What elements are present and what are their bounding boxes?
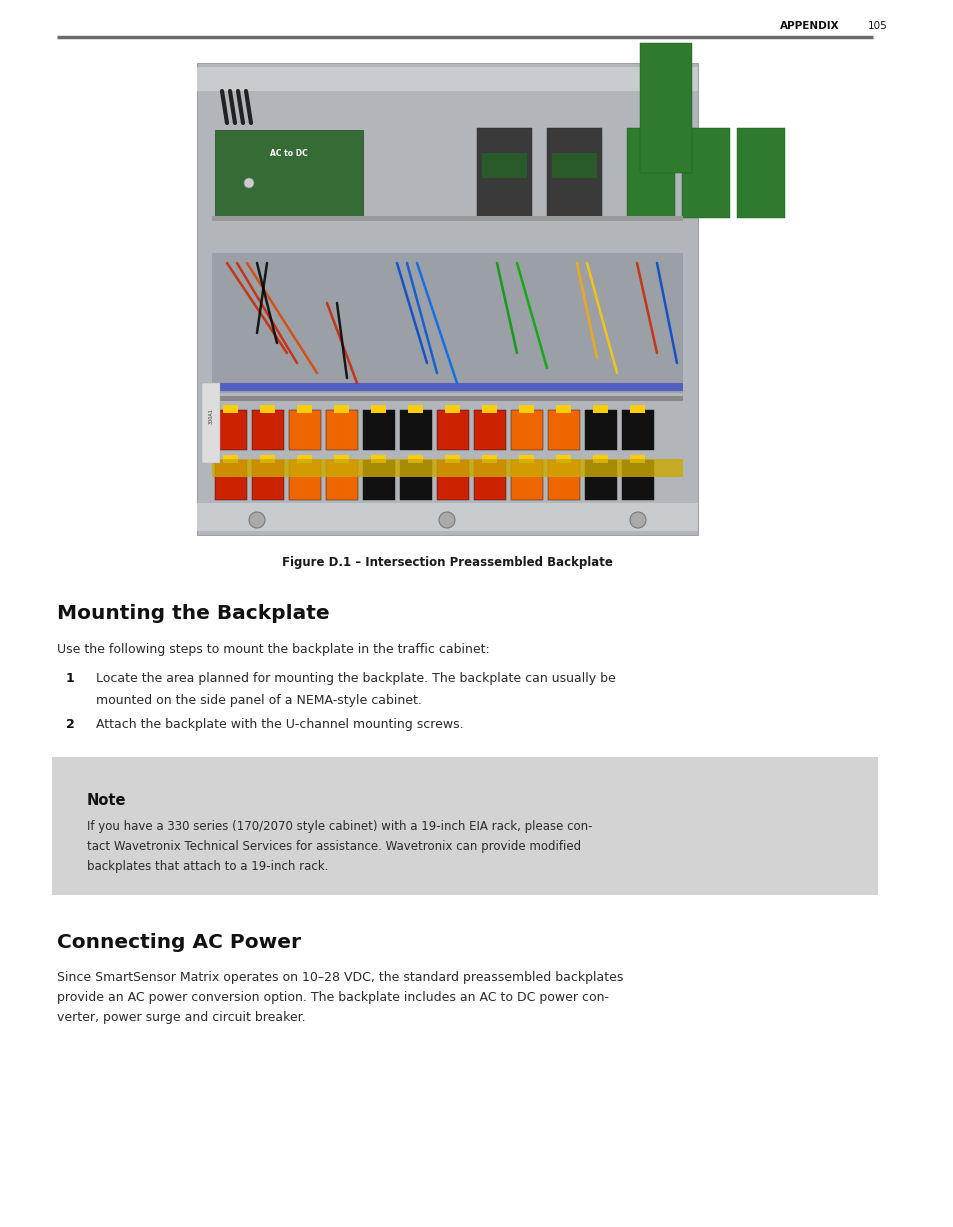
Bar bbox=[481, 455, 497, 463]
Bar bbox=[436, 460, 469, 499]
Bar bbox=[212, 216, 682, 221]
Text: backplates that attach to a 19-inch rack.: backplates that attach to a 19-inch rack… bbox=[87, 860, 328, 872]
Bar bbox=[371, 455, 386, 463]
Bar bbox=[621, 410, 654, 450]
Bar bbox=[474, 410, 505, 450]
Bar bbox=[511, 460, 542, 499]
Circle shape bbox=[629, 512, 645, 528]
Bar bbox=[556, 455, 571, 463]
Text: tact Wavetronix Technical Services for assistance. Wavetronix can provide modifi: tact Wavetronix Technical Services for a… bbox=[87, 840, 580, 853]
Text: provide an AC power conversion option. The backplate includes an AC to DC power : provide an AC power conversion option. T… bbox=[57, 991, 608, 1004]
Circle shape bbox=[438, 512, 455, 528]
Bar bbox=[212, 396, 682, 401]
Bar bbox=[518, 455, 534, 463]
Text: Since SmartSensor Matrix operates on 10–28 VDC, the standard preassembled backpl: Since SmartSensor Matrix operates on 10–… bbox=[57, 971, 622, 984]
Bar bbox=[584, 460, 617, 499]
Bar bbox=[214, 130, 363, 218]
Bar bbox=[408, 405, 422, 413]
Bar bbox=[474, 460, 505, 499]
Bar bbox=[363, 410, 395, 450]
Text: APPENDIX: APPENDIX bbox=[780, 21, 840, 31]
Bar bbox=[326, 410, 357, 450]
Bar bbox=[626, 128, 675, 218]
Bar bbox=[481, 405, 497, 413]
Bar bbox=[260, 405, 274, 413]
Circle shape bbox=[249, 512, 265, 528]
Bar bbox=[52, 757, 877, 894]
Bar bbox=[408, 455, 422, 463]
Bar bbox=[629, 455, 644, 463]
Bar bbox=[252, 460, 284, 499]
Bar bbox=[212, 253, 682, 393]
Bar bbox=[593, 455, 607, 463]
Bar bbox=[584, 410, 617, 450]
Bar bbox=[212, 459, 682, 477]
Bar bbox=[196, 63, 698, 535]
Bar bbox=[547, 410, 579, 450]
Bar bbox=[621, 460, 654, 499]
Bar bbox=[371, 405, 386, 413]
Bar bbox=[444, 455, 459, 463]
Bar bbox=[252, 410, 284, 450]
Text: Figure D.1 – Intersection Preassembled Backplate: Figure D.1 – Intersection Preassembled B… bbox=[281, 556, 612, 569]
Bar bbox=[212, 383, 682, 391]
Text: AC to DC: AC to DC bbox=[270, 148, 308, 157]
Text: Mounting the Backplate: Mounting the Backplate bbox=[57, 604, 330, 623]
Bar bbox=[737, 128, 784, 218]
Bar bbox=[444, 405, 459, 413]
Text: 2: 2 bbox=[66, 718, 74, 731]
Text: Locate the area planned for mounting the backplate. The backplate can usually be: Locate the area planned for mounting the… bbox=[96, 672, 615, 685]
Bar bbox=[481, 153, 526, 178]
Bar bbox=[629, 405, 644, 413]
Bar bbox=[202, 383, 220, 463]
Bar bbox=[593, 405, 607, 413]
Bar bbox=[399, 460, 432, 499]
Text: If you have a 330 series (170/2070 style cabinet) with a 19-inch EIA rack, pleas: If you have a 330 series (170/2070 style… bbox=[87, 820, 592, 833]
Bar bbox=[223, 405, 237, 413]
Bar bbox=[546, 128, 601, 218]
Text: 1: 1 bbox=[66, 672, 74, 685]
Bar bbox=[334, 455, 349, 463]
Bar bbox=[334, 405, 349, 413]
Bar bbox=[260, 455, 274, 463]
Bar bbox=[326, 460, 357, 499]
Bar bbox=[223, 455, 237, 463]
Text: verter, power surge and circuit breaker.: verter, power surge and circuit breaker. bbox=[57, 1011, 305, 1025]
Bar bbox=[214, 460, 247, 499]
Circle shape bbox=[244, 178, 253, 188]
Bar bbox=[399, 410, 432, 450]
Bar bbox=[476, 128, 532, 218]
Text: Connecting AC Power: Connecting AC Power bbox=[57, 933, 301, 952]
Text: Attach the backplate with the U-channel mounting screws.: Attach the backplate with the U-channel … bbox=[96, 718, 463, 731]
Text: 105: 105 bbox=[867, 21, 887, 31]
Bar bbox=[363, 460, 395, 499]
Text: 300A1: 300A1 bbox=[209, 409, 213, 425]
Bar bbox=[214, 410, 247, 450]
Text: mounted on the side panel of a NEMA-style cabinet.: mounted on the side panel of a NEMA-styl… bbox=[96, 694, 421, 707]
Bar bbox=[296, 405, 312, 413]
Bar bbox=[639, 43, 691, 173]
Bar bbox=[296, 455, 312, 463]
Bar bbox=[556, 405, 571, 413]
Bar bbox=[289, 410, 320, 450]
Bar bbox=[196, 67, 698, 91]
Bar bbox=[518, 405, 534, 413]
Bar bbox=[681, 128, 729, 218]
Bar bbox=[547, 460, 579, 499]
Bar bbox=[196, 503, 698, 531]
Text: Use the following steps to mount the backplate in the traffic cabinet:: Use the following steps to mount the bac… bbox=[57, 643, 489, 656]
Bar bbox=[289, 460, 320, 499]
Bar bbox=[436, 410, 469, 450]
Text: Note: Note bbox=[87, 793, 127, 809]
Bar bbox=[552, 153, 597, 178]
Bar bbox=[511, 410, 542, 450]
